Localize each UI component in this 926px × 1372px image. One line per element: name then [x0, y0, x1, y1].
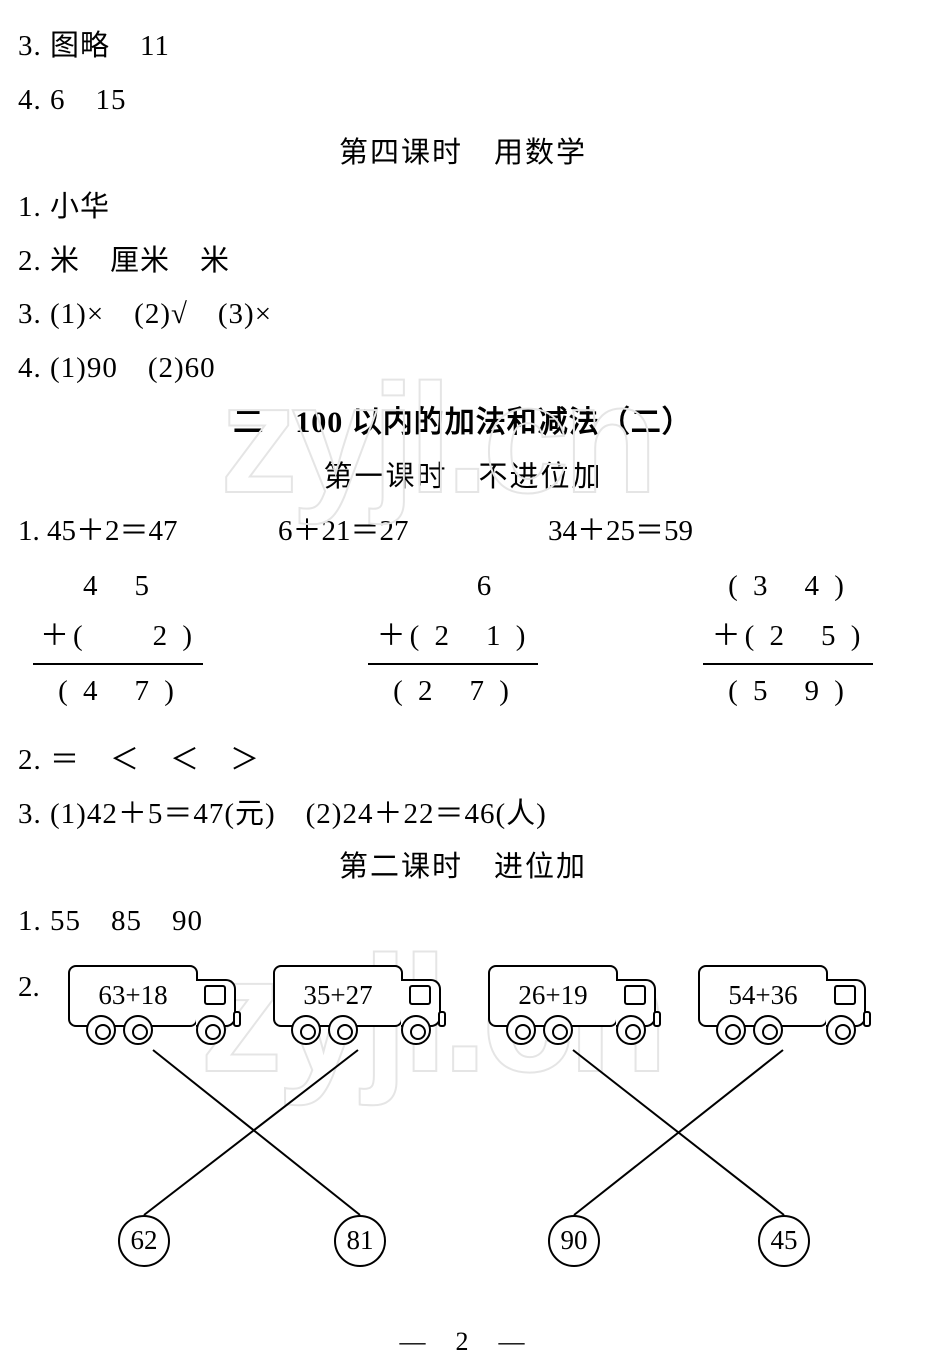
vsum1-sum: ( 4 7 ) [33, 663, 203, 716]
truck-matching-diagram: 2. 63+18 35+27 26+19 54+36 62 81 90 45 [18, 955, 888, 1285]
truck-window [624, 985, 646, 1005]
wheel-icon [616, 1015, 646, 1045]
vsum2-r2: ＋( 2 1 ) [377, 612, 530, 661]
truck-window [409, 985, 431, 1005]
wheel-icon [196, 1015, 226, 1045]
vsum3-r1: ( 3 4 ) [728, 562, 848, 611]
vsum1-r1: 4 5 [50, 562, 186, 611]
truck-2: 35+27 [273, 965, 448, 1065]
eq1: 1. 45＋2＝47 [18, 505, 298, 559]
wheel-icon [328, 1015, 358, 1045]
vsum-3: ( 3 4 ) ＋( 2 5 ) ( 5 9 ) [688, 562, 888, 716]
eq2: 6＋21＝27 [278, 505, 548, 559]
wheel-icon [291, 1015, 321, 1045]
truck-4: 54+36 [698, 965, 873, 1065]
q1-equations: 1. 45＋2＝47 6＋21＝27 34＋25＝59 [18, 505, 908, 559]
eq3: 34＋25＝59 [548, 505, 848, 559]
truck-window [204, 985, 226, 1005]
answer-line-3: 3. 图略 11 [18, 20, 908, 74]
lesson1-q2: 2. ＝ ＜ ＜ ＞ [18, 734, 908, 788]
wheel-icon [86, 1015, 116, 1045]
sec4-a4: 4. (1)90 (2)60 [18, 342, 908, 396]
lesson2-title: 第二课时 进位加 [18, 841, 908, 895]
truck-window [834, 985, 856, 1005]
unit2-title: 二 100 以内的加法和减法（二） [18, 395, 908, 451]
truck-1: 63+18 [68, 965, 243, 1065]
wheel-icon [826, 1015, 856, 1045]
wheel-icon [543, 1015, 573, 1045]
answer-circle-1: 62 [118, 1215, 170, 1267]
sec4-a1: 1. 小华 [18, 181, 908, 235]
vsum2-r1: 6 [378, 562, 529, 611]
wheel-icon [753, 1015, 783, 1045]
truck-bumper [863, 1011, 871, 1027]
lesson1-title: 第一课时 不进位加 [18, 451, 908, 505]
wheel-icon [123, 1015, 153, 1045]
sec4-a3: 3. (1)× (2)√ (3)× [18, 288, 908, 342]
truck-3: 26+19 [488, 965, 663, 1065]
wheel-icon [401, 1015, 431, 1045]
vsum-2: 6 ＋( 2 1 ) ( 2 7 ) [353, 562, 553, 716]
lesson2-q2-label: 2. [18, 971, 40, 1004]
answer-line-4: 4. 6 15 [18, 74, 908, 128]
page-footer: — 2 — [0, 1321, 926, 1358]
vsum1-r2: ＋( 2 ) [40, 612, 196, 661]
truck-bumper [233, 1011, 241, 1027]
vsum2-sum: ( 2 7 ) [368, 663, 538, 716]
section4-title: 第四课时 用数学 [18, 127, 908, 181]
truck-bumper [653, 1011, 661, 1027]
wheel-icon [506, 1015, 536, 1045]
vsum-1: 4 5 ＋( 2 ) ( 4 7 ) [18, 562, 218, 716]
vsum3-sum: ( 5 9 ) [703, 663, 873, 716]
answer-circle-2: 81 [334, 1215, 386, 1267]
lesson1-q3: 3. (1)42＋5＝47(元) (2)24＋22＝46(人) [18, 788, 908, 842]
truck-bumper [438, 1011, 446, 1027]
lesson2-q1: 1. 55 85 90 [18, 895, 908, 949]
vsum3-r2: ＋( 2 5 ) [712, 612, 865, 661]
answer-circle-4: 45 [758, 1215, 810, 1267]
vertical-sums: 4 5 ＋( 2 ) ( 4 7 ) 6 ＋( 2 1 ) ( 2 7 ) ( … [18, 558, 888, 716]
sec4-a2: 2. 米 厘米 米 [18, 235, 908, 289]
wheel-icon [716, 1015, 746, 1045]
answer-circle-3: 90 [548, 1215, 600, 1267]
